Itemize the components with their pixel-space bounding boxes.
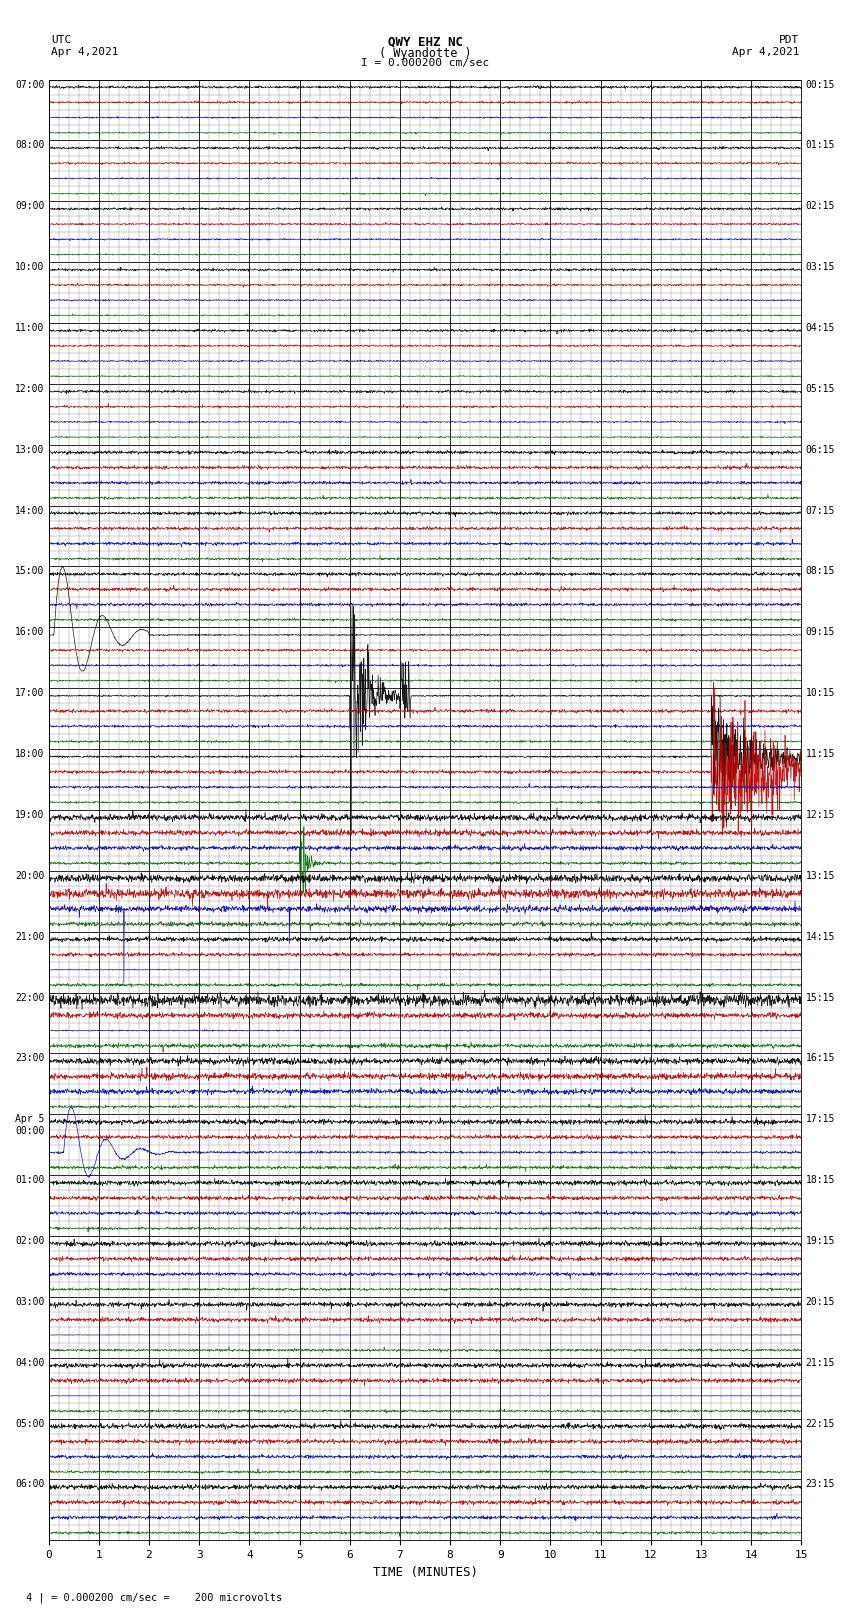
X-axis label: TIME (MINUTES): TIME (MINUTES) (372, 1566, 478, 1579)
Text: PDT: PDT (779, 35, 799, 45)
Text: QWY EHZ NC: QWY EHZ NC (388, 35, 462, 48)
Text: 4 | = 0.000200 cm/sec =    200 microvolts: 4 | = 0.000200 cm/sec = 200 microvolts (26, 1592, 281, 1603)
Text: UTC: UTC (51, 35, 71, 45)
Text: ( Wyandotte ): ( Wyandotte ) (379, 47, 471, 60)
Text: Apr 4,2021: Apr 4,2021 (732, 47, 799, 56)
Text: Apr 4,2021: Apr 4,2021 (51, 47, 118, 56)
Text: I = 0.000200 cm/sec: I = 0.000200 cm/sec (361, 58, 489, 68)
